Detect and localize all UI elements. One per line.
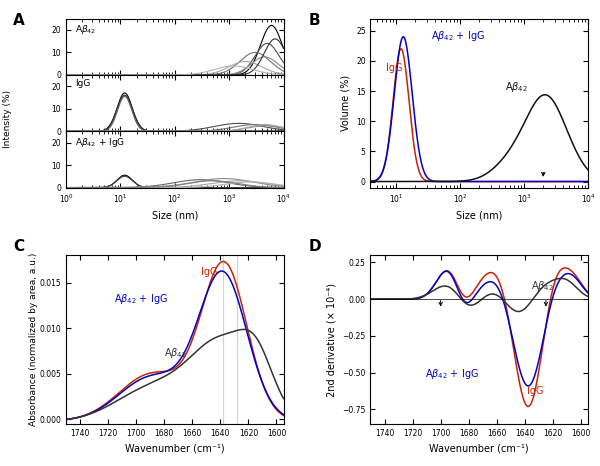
Text: A$\beta_{42}$ + IgG: A$\beta_{42}$ + IgG [114, 293, 168, 307]
Text: A: A [13, 13, 25, 28]
Y-axis label: Volume (%): Volume (%) [340, 75, 350, 131]
Text: A$\beta_{42}$: A$\beta_{42}$ [532, 279, 554, 293]
X-axis label: Size (nm): Size (nm) [456, 210, 502, 220]
Y-axis label: 2nd derivative (× 10⁻⁴): 2nd derivative (× 10⁻⁴) [327, 282, 337, 397]
Text: A$\beta_{42}$ + IgG: A$\beta_{42}$ + IgG [425, 367, 479, 381]
Text: IgG: IgG [75, 80, 90, 89]
X-axis label: Size (nm): Size (nm) [152, 210, 198, 220]
Y-axis label: Absorbance (normalized by area, a.u.): Absorbance (normalized by area, a.u.) [29, 253, 38, 426]
Text: A$\beta_{42}$: A$\beta_{42}$ [505, 80, 528, 94]
X-axis label: Wavenumber (cm⁻¹): Wavenumber (cm⁻¹) [430, 444, 529, 453]
Text: A$\beta_{42}$ + IgG: A$\beta_{42}$ + IgG [431, 29, 485, 43]
Text: IgG: IgG [527, 386, 544, 396]
Text: IgG: IgG [201, 267, 217, 277]
Text: IgG: IgG [386, 63, 402, 73]
Text: D: D [309, 239, 322, 254]
X-axis label: Wavenumber (cm⁻¹): Wavenumber (cm⁻¹) [125, 444, 224, 453]
Text: A$\beta_{42}$ + IgG: A$\beta_{42}$ + IgG [75, 136, 125, 149]
Text: A$\beta_{42}$: A$\beta_{42}$ [75, 23, 96, 36]
Text: C: C [13, 239, 25, 254]
Text: B: B [309, 13, 320, 28]
Text: A$\beta_{42}$: A$\beta_{42}$ [164, 347, 187, 361]
Text: Intensity (%): Intensity (%) [2, 90, 12, 148]
